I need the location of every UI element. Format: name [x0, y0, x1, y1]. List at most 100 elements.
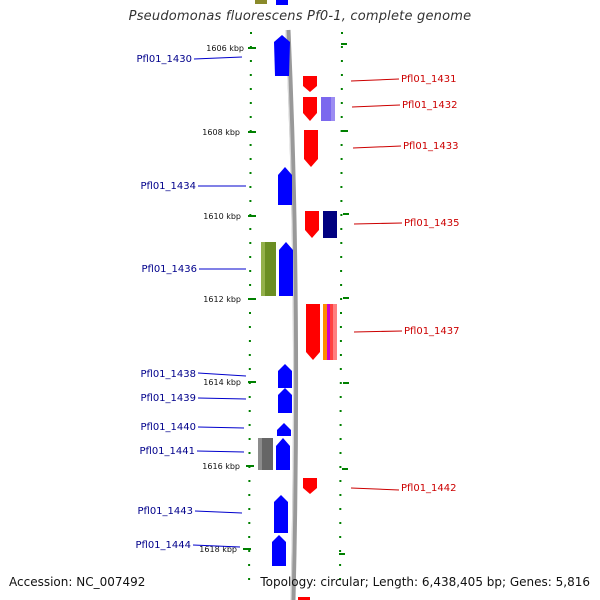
gene-pfl01-1442[interactable] — [303, 478, 317, 494]
guide-dot — [340, 200, 343, 202]
guide-dot — [339, 354, 342, 356]
gene-pfl01-1430[interactable] — [274, 35, 290, 76]
gene-label-left[interactable]: Pfl01_1441 — [139, 446, 195, 457]
guide-dot — [248, 396, 251, 398]
guide-dot — [340, 242, 343, 244]
guide-dot — [249, 102, 252, 104]
guide-dot — [340, 214, 343, 216]
tick-label: 1610 kbp — [203, 212, 241, 221]
guide-dot — [341, 32, 343, 34]
gene-pfl01-1441[interactable] — [276, 438, 290, 470]
guide-dot — [248, 424, 251, 426]
guide-dot — [339, 536, 342, 538]
guide-dot — [249, 186, 252, 188]
guide-dot — [249, 144, 252, 146]
left-labels: Pfl01_1430 Pfl01_1434 Pfl01_1436 Pfl01_1… — [135, 54, 247, 551]
guide-dot — [249, 284, 252, 286]
gene-pfl01-1434[interactable] — [278, 167, 292, 205]
gene-label-left[interactable]: Pfl01_1438 — [140, 369, 196, 380]
gene-pfl01-1437-multi-d[interactable] — [333, 304, 337, 360]
guide-dot — [249, 172, 252, 174]
tick-mark: 1606 kbp — [206, 44, 256, 53]
gene-label-right[interactable]: Pfl01_1432 — [402, 100, 458, 111]
guide-dot — [249, 200, 252, 202]
guide-dot — [339, 396, 342, 398]
gene-pfl01-1439[interactable] — [278, 388, 292, 413]
guide-dot — [340, 172, 343, 174]
guide-dot — [248, 550, 251, 552]
guide-dot — [249, 228, 252, 230]
gene-label-right[interactable]: Pfl01_1435 — [404, 218, 460, 229]
guide-dot — [249, 60, 252, 62]
gene-pfl01-1437[interactable] — [306, 304, 320, 360]
guide-dot — [339, 340, 342, 342]
gene-label-right[interactable]: Pfl01_1437 — [404, 326, 460, 337]
gene-label-right[interactable]: Pfl01_1431 — [401, 74, 457, 85]
partial-feature-bottom-red — [298, 597, 310, 600]
gene-label-right[interactable]: Pfl01_1442 — [401, 483, 457, 494]
guide-dot — [248, 354, 251, 356]
tick-label: 1608 kbp — [202, 128, 240, 137]
guide-dot — [340, 228, 343, 230]
gene-pfl01-1438[interactable] — [278, 364, 292, 388]
guide-dot — [248, 480, 251, 482]
gene-pfl01-1435-navy[interactable] — [323, 211, 337, 238]
gene-pfl01-1437-multi-b[interactable] — [327, 304, 330, 360]
gene-pfl01-1444[interactable] — [272, 535, 286, 566]
gene-pfl01-1432[interactable] — [303, 97, 317, 121]
gene-label-left[interactable]: Pfl01_1444 — [135, 540, 191, 551]
guide-dot — [339, 550, 342, 552]
partial-feature-top-olive — [255, 0, 267, 4]
guide-dot — [249, 158, 252, 160]
tick-mark: 1616 kbp — [202, 462, 254, 471]
guide-dot — [249, 256, 252, 258]
guide-dot — [339, 564, 342, 566]
guide-dot — [248, 578, 251, 580]
guide-dot — [249, 74, 252, 76]
guide-dot — [340, 102, 343, 104]
guide-dot — [339, 424, 342, 426]
left-guide-track — [248, 32, 252, 580]
gene-label-left[interactable]: Pfl01_1436 — [141, 264, 197, 275]
guide-dot — [340, 298, 343, 300]
guide-dot — [340, 270, 343, 272]
genome-backbone — [285, 29, 299, 600]
gene-pfl01-1436[interactable] — [279, 242, 293, 296]
guide-dot — [248, 410, 251, 412]
guide-dot — [340, 144, 343, 146]
gene-pfl01-1441-grey-shade — [258, 438, 262, 470]
gene-label-left[interactable]: Pfl01_1439 — [140, 393, 196, 404]
gene-label-left[interactable]: Pfl01_1430 — [136, 54, 192, 65]
guide-dot — [339, 438, 342, 440]
tick-mark: 1614 kbp — [203, 378, 256, 387]
gene-pfl01-1437-multi-c[interactable] — [330, 304, 333, 360]
gene-pfl01-1435[interactable] — [305, 211, 319, 238]
reverse-genes — [303, 76, 337, 494]
guide-dot — [339, 522, 342, 524]
guide-dot — [340, 116, 343, 118]
gene-label-left[interactable]: Pfl01_1443 — [137, 506, 193, 517]
gene-pfl01-1443[interactable] — [274, 495, 288, 533]
accession-text: Accession: NC_007492 — [9, 575, 146, 589]
guide-dot — [248, 452, 251, 454]
guide-dot — [339, 466, 342, 468]
right-labels: Pfl01_1431 Pfl01_1432 Pfl01_1433 Pfl01_1… — [350, 74, 460, 494]
guide-dot — [340, 284, 343, 286]
gene-pfl01-1440[interactable] — [277, 423, 291, 436]
tick-label: 1616 kbp — [202, 462, 240, 471]
guide-dot — [340, 256, 343, 258]
tick-mark: 1608 kbp — [202, 128, 256, 137]
partial-feature-top-blue — [276, 0, 288, 5]
gene-label-left[interactable]: Pfl01_1434 — [140, 181, 196, 192]
guide-dot — [339, 326, 342, 328]
tick-mark: 1610 kbp — [203, 212, 256, 221]
gene-pfl01-1431[interactable] — [303, 76, 317, 92]
guide-dot — [340, 46, 343, 48]
guide-dot — [340, 74, 343, 76]
gene-pfl01-1437-multi-a[interactable] — [323, 304, 327, 360]
gene-label-right[interactable]: Pfl01_1433 — [403, 141, 459, 152]
gene-label-left[interactable]: Pfl01_1440 — [140, 422, 196, 433]
guide-dot — [248, 494, 251, 496]
guide-dot — [339, 368, 342, 370]
gene-pfl01-1433[interactable] — [304, 130, 318, 167]
